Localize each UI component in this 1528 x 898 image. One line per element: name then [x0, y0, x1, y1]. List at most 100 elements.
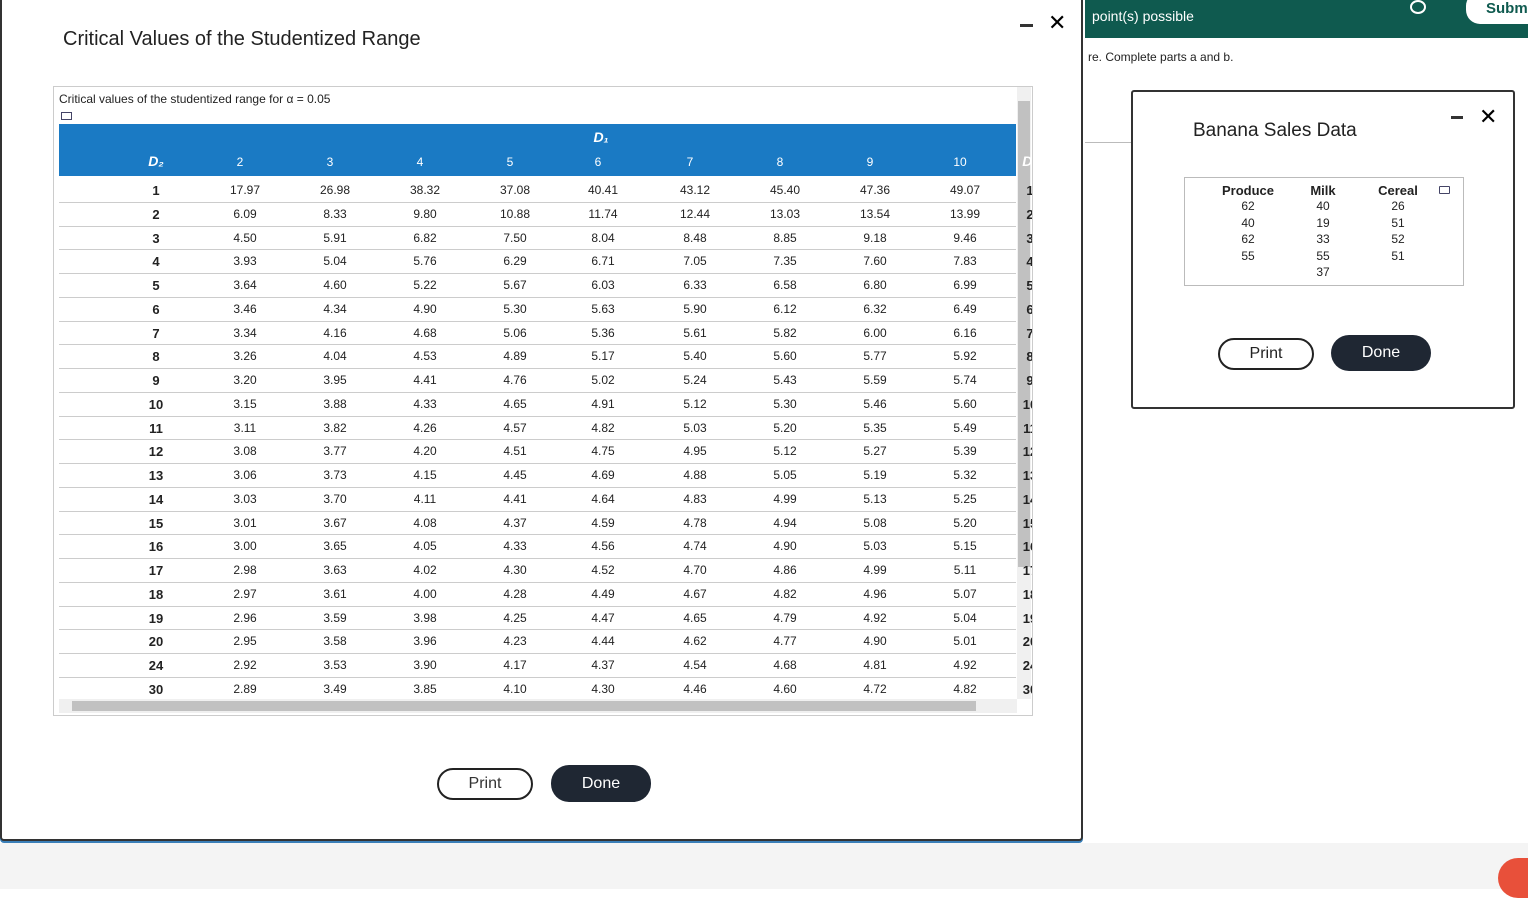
- row-separator: [59, 296, 1016, 298]
- row-label: 16: [1022, 539, 1032, 555]
- table-cell: 5.20: [953, 515, 977, 530]
- table-cell: 45.40: [769, 183, 801, 197]
- table-cell: 3.11: [233, 420, 257, 435]
- table-cell: 5.43: [773, 373, 797, 387]
- table-cell: 4.51: [503, 444, 527, 459]
- table-cell: 5.39: [953, 444, 977, 459]
- row-separator: [59, 368, 1016, 369]
- table-cell: 4.82: [591, 420, 615, 435]
- table-cell: 3.88: [323, 396, 347, 411]
- row-label: 14: [148, 491, 164, 507]
- table-cell: 13.54: [859, 206, 891, 221]
- row-separator: [59, 534, 1016, 536]
- table-cell: 62: [1241, 199, 1255, 213]
- table-cell: 4.41: [413, 373, 437, 387]
- table-cell: 4.67: [683, 586, 707, 601]
- table-cell: 7.05: [683, 254, 707, 269]
- done-button[interactable]: Done: [551, 765, 651, 802]
- row-separator: [59, 605, 1016, 607]
- row-separator: [59, 581, 1016, 583]
- table-cell: 7.83: [953, 254, 977, 269]
- column-header: 4: [416, 155, 424, 169]
- submit-button[interactable]: Subm: [1466, 0, 1528, 24]
- row-label: 3: [152, 230, 160, 246]
- table-cell: 4.44: [591, 634, 615, 649]
- table-cell: 3.20: [233, 373, 257, 387]
- table-cell: 3.65: [323, 539, 347, 554]
- table-cell: 2.97: [233, 586, 257, 601]
- close[interactable]: ✕: [1479, 104, 1498, 129]
- h-thumb[interactable]: [72, 701, 976, 711]
- table-cell: 4.02: [413, 563, 437, 577]
- table-cell: 3.53: [323, 658, 347, 672]
- table-cell: 40: [1316, 199, 1330, 213]
- row-label: 9: [1026, 373, 1033, 388]
- row-separator: [59, 486, 1016, 488]
- table-cell: 3.00: [233, 539, 257, 554]
- print-button[interactable]: Print: [437, 768, 533, 800]
- table-cell: 4.50: [233, 230, 257, 245]
- table-cell: 43.12: [679, 183, 711, 197]
- copy-icon[interactable]: [1439, 186, 1450, 194]
- row-label: 4: [152, 254, 160, 270]
- table-cell: 4.96: [863, 586, 887, 601]
- v-thumb[interactable]: [1018, 101, 1030, 567]
- table-cell: 4.28: [503, 586, 527, 601]
- table-cell: 11.74: [588, 206, 618, 221]
- row-separator: [59, 558, 1016, 559]
- table-cell: 4.89: [503, 349, 527, 364]
- table-cell: 5.03: [863, 539, 887, 554]
- minimize[interactable]: [1451, 116, 1463, 119]
- table-cell: 7.60: [863, 254, 887, 269]
- table-cell: 5.46: [863, 396, 887, 411]
- table-cell: 4.92: [863, 610, 887, 625]
- row-label: 15: [1022, 515, 1032, 531]
- row-label: 11: [149, 420, 163, 436]
- main-dialog: Critical Values of the Studentized Range…: [0, 0, 1083, 841]
- table-cell: 3.08: [233, 444, 257, 459]
- table-cell: 37.08: [499, 183, 531, 197]
- table-cell: 4.49: [591, 586, 615, 601]
- close[interactable]: ✕: [1048, 10, 1067, 35]
- table-cell: 5.07: [953, 586, 977, 601]
- table-cell: 4.99: [863, 563, 887, 577]
- row-label: 10: [1022, 396, 1032, 412]
- table-cell: 4.26: [413, 420, 437, 435]
- table-cell: 5.67: [503, 278, 527, 292]
- table-cell: 6.99: [953, 278, 977, 292]
- table-cell: 4.08: [413, 515, 437, 530]
- table-cell: 5.59: [863, 373, 887, 387]
- table-cell: 8.33: [323, 206, 347, 221]
- table-cell: 6.82: [413, 230, 437, 245]
- row-label: 4: [1026, 254, 1033, 270]
- row-label: 30: [148, 681, 164, 697]
- column-header: Cereal: [1378, 183, 1418, 198]
- row-label: 17: [1022, 563, 1032, 578]
- table-cell: 6.09: [233, 206, 257, 221]
- table-cell: 6.29: [503, 254, 527, 269]
- table-cell: 12.44: [679, 206, 711, 221]
- row-separator: [59, 463, 1016, 464]
- minimize[interactable]: [1020, 24, 1033, 27]
- print-button[interactable]: Print: [1218, 338, 1314, 370]
- table-cell: 7.50: [503, 230, 527, 245]
- table-cell: 4.37: [503, 515, 527, 530]
- table-cell: 52: [1391, 232, 1405, 246]
- help-badge[interactable]: [1498, 858, 1528, 898]
- table-cell: 26: [1391, 199, 1405, 213]
- copy-icon[interactable]: [61, 112, 72, 120]
- table-cell: 4.76: [503, 373, 527, 387]
- table-cell: 4.54: [683, 658, 707, 672]
- table-cell: 4.65: [683, 610, 707, 625]
- table-cell: 4.83: [683, 491, 707, 506]
- settings-icon[interactable]: [1410, 0, 1426, 14]
- table-cell: 2.95: [233, 634, 257, 649]
- table-cell: 6.32: [863, 301, 887, 316]
- table-cell: 3.64: [233, 278, 257, 292]
- row-label: 6: [152, 301, 160, 317]
- table-cell: 5.19: [863, 468, 887, 482]
- row-separator: [59, 653, 1016, 654]
- table-cell: 13.99: [949, 206, 981, 221]
- row-separator: [59, 273, 1016, 274]
- done-button[interactable]: Done: [1331, 335, 1431, 371]
